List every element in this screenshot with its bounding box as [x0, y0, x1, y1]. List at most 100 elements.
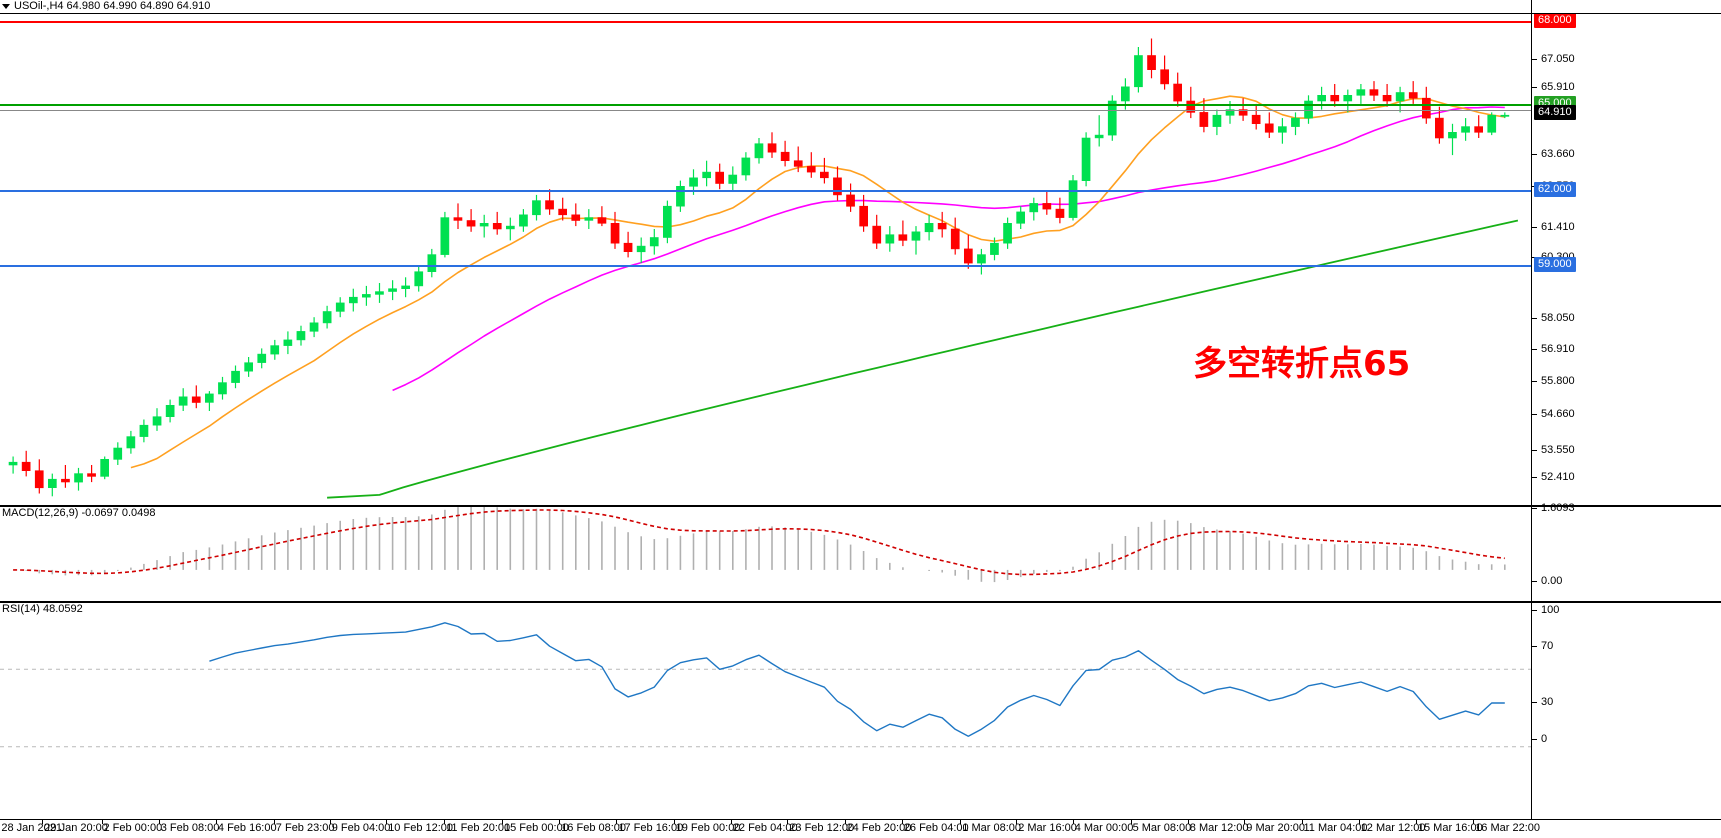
tick-mark: [1532, 739, 1537, 740]
price-axis-tick-label: 65.910: [1541, 81, 1575, 93]
tick-mark: [1532, 349, 1537, 350]
time-axis-tick: [844, 820, 846, 824]
symbol-header[interactable]: USOil-,H4 64.980 64.990 64.890 64.910: [0, 0, 210, 13]
rsi-header-label: RSI(14) 48.0592: [2, 603, 83, 615]
time-axis-label: 16 Feb 08:00: [561, 822, 627, 834]
rsi-gridlines: [0, 668, 1531, 748]
time-axis-tick: [559, 820, 561, 824]
tick-mark: [1532, 702, 1537, 703]
tick-mark: [1532, 154, 1537, 155]
time-axis-label: 4 Mar 00:00: [1074, 822, 1134, 834]
time-axis-tick: [1358, 820, 1360, 824]
time-axis-tick: [960, 820, 962, 824]
tick-mark: [1532, 646, 1537, 647]
time-axis-label: 17 Feb 16:00: [618, 822, 684, 834]
time-axis[interactable]: 28 Jan 2021 29 Jan 20:00 2 Feb 00:00 3 Feb …: [0, 820, 1721, 838]
ma-mid-line: [392, 106, 1505, 392]
price-level-badge-68-000[interactable]: 68.000: [1534, 13, 1576, 28]
macd-histogram: [25, 507, 1506, 583]
rsi-svg: [0, 622, 1531, 748]
time-axis-label: 5 Mar 08:00: [1132, 822, 1192, 834]
macd-axis-tick-label: 1.6093: [1541, 502, 1575, 514]
macd-header: MACD(12,26,9) -0.0697 0.0498: [0, 507, 155, 520]
price-svg: [8, 38, 1519, 499]
price-axis-tick-label: 61.410: [1541, 221, 1575, 233]
time-axis-label: 15 Mar 16:00: [1417, 822, 1483, 834]
chart-annotation: 多空转折点65: [1193, 344, 1411, 384]
time-axis-label: 2 Mar 16:00: [1018, 822, 1077, 834]
time-axis-label: 4 Feb 16:00: [217, 822, 277, 834]
macd-plot-area[interactable]: [0, 507, 1531, 601]
time-axis-label: 10 Feb 12:00: [388, 822, 454, 834]
rsi-header: RSI(14) 48.0592: [0, 603, 83, 616]
time-axis-label: 19 Feb 00:00: [675, 822, 741, 834]
time-axis-tick: [1473, 820, 1475, 824]
time-axis-label: 2 Feb 00:00: [103, 822, 163, 834]
price-axis-tick-label: 58.050: [1541, 312, 1575, 324]
time-axis-label: 28 Jan 2021: [1, 822, 62, 834]
time-axis-tick: [1016, 820, 1018, 824]
tick-mark: [1532, 610, 1537, 611]
time-axis-tick: [1072, 820, 1074, 824]
time-axis-tick: [502, 820, 503, 824]
price-plot-area[interactable]: 多空转折点65: [0, 0, 1531, 505]
time-axis-label: 12 Mar 12:00: [1360, 822, 1426, 834]
time-axis-label: 11 Feb 20:00: [446, 822, 511, 834]
time-axis-label: 9 Mar 20:00: [1246, 822, 1305, 834]
time-axis-label: 7 Feb 23:00: [275, 822, 335, 834]
price-axis-tick-label: 67.050: [1541, 53, 1575, 65]
time-axis-tick: [329, 820, 331, 824]
time-axis-tick: [1187, 820, 1189, 824]
price-panel: USOil-,H4 64.980 64.990 64.890 64.910 多空…: [0, 0, 1721, 523]
tick-mark: [1532, 477, 1537, 478]
time-axis-tick: [1244, 820, 1246, 824]
tick-mark: [1532, 508, 1537, 509]
tick-mark: [1532, 318, 1537, 319]
time-axis-tick: [730, 820, 732, 824]
time-axis-tick: [158, 820, 160, 824]
level-line-68[interactable]: [0, 21, 1531, 23]
price-axis[interactable]: 67.05065.91063.66062.55061.41060.30058.0…: [1531, 0, 1721, 523]
macd-header-label: MACD(12,26,9) -0.0697 0.0498: [2, 507, 156, 519]
price-axis-tick-label: 54.660: [1541, 408, 1575, 420]
chevron-down-icon[interactable]: [2, 3, 10, 9]
ma-fast-line: [130, 95, 1505, 469]
tick-mark: [1532, 59, 1537, 60]
rsi-plot-area[interactable]: [0, 603, 1531, 819]
time-axis-tick: [42, 820, 44, 824]
current-price-line: [0, 110, 1531, 111]
time-axis-tick: [444, 820, 446, 824]
time-axis-tick: [787, 820, 789, 824]
price-axis-tick-label: 53.550: [1541, 444, 1575, 456]
current-price-badge: 64.910: [1534, 105, 1576, 120]
time-axis-tick: [273, 820, 275, 824]
rsi-axis-tick-label: 100: [1541, 604, 1560, 616]
macd-axis-tick-label: 0.00: [1541, 575, 1563, 587]
macd-panel: MACD(12,26,9) -0.0697 0.0498 1.60930.00-…: [0, 502, 1721, 619]
price-axis-tick-label: 56.910: [1541, 343, 1575, 355]
time-axis-tick: [215, 820, 217, 824]
level-line-65[interactable]: [0, 104, 1531, 106]
price-level-badge-59-000[interactable]: 59.000: [1534, 257, 1576, 272]
time-axis-label: 11 Mar 04:00: [1303, 822, 1368, 834]
price-axis-tick-label: 63.660: [1541, 148, 1575, 160]
time-axis-label: 15 Feb 00:00: [504, 822, 569, 834]
price-level-badge-62-000[interactable]: 62.000: [1534, 182, 1576, 197]
rsi-axis: 100 70 30 0: [1531, 603, 1721, 819]
price-axis-tick-label: 52.410: [1541, 471, 1575, 483]
time-axis-label: 23 Feb 12:00: [789, 822, 855, 834]
level-line-59[interactable]: [0, 265, 1531, 267]
time-axis-label: 29 Jan 20:00: [44, 822, 108, 834]
time-axis-label: 24 Feb 20:00: [846, 822, 912, 834]
tick-mark: [1532, 87, 1537, 88]
time-axis-label: 22 Feb 04:00: [732, 822, 798, 834]
time-axis-label: 1 Mar 08:00: [962, 822, 1021, 834]
price-axis-tick-label: 55.800: [1541, 375, 1575, 387]
header-divider: [0, 13, 1721, 14]
tick-mark: [1532, 450, 1537, 451]
time-axis-tick: [386, 820, 388, 824]
level-line-62[interactable]: [0, 190, 1531, 192]
rsi-axis-tick-label: 0: [1541, 733, 1548, 745]
time-axis-tick: [1415, 820, 1417, 824]
